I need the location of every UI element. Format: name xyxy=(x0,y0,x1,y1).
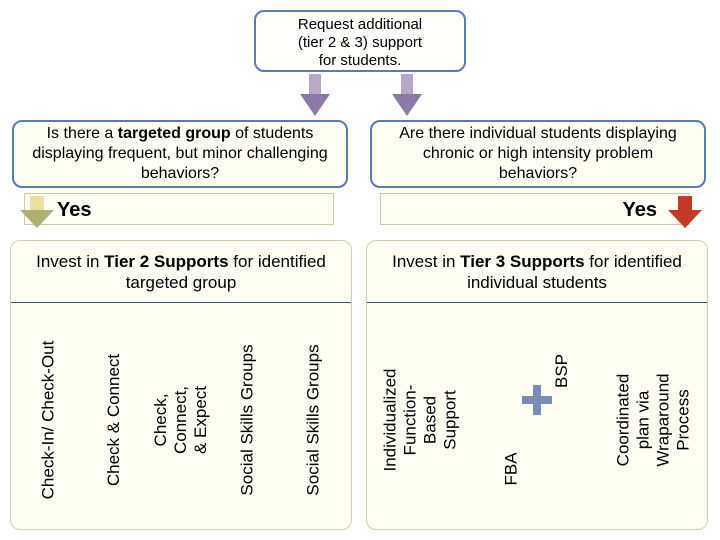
tier3-supports: Individualized Function-Based Support FB… xyxy=(367,311,707,529)
top-line2b: support xyxy=(372,34,422,51)
yes-right: Yes xyxy=(380,193,690,225)
top-line1: Request additional xyxy=(298,16,422,33)
support-label: Social Skills Groups xyxy=(237,344,257,495)
arrow-stem xyxy=(401,74,413,96)
tier3-region: Invest in Tier 3 Supports for identified… xyxy=(366,240,708,530)
tier2-region: Invest in Tier 2 Supports for identified… xyxy=(10,240,352,530)
tier2-support-col: Check & Connect xyxy=(85,315,145,525)
arrow-head xyxy=(300,94,330,116)
arrow-to-right-question xyxy=(392,74,422,114)
arrow-head xyxy=(668,210,702,228)
arrow-to-left-question xyxy=(300,74,330,114)
arrow-stem xyxy=(309,74,321,96)
bsp-box: BSP xyxy=(540,321,584,421)
support-label: Coordinated plan via Wraparound Process xyxy=(614,373,694,466)
top-line2a: (tier 2 & 3) xyxy=(298,34,372,51)
tier2-support-col: Social Skills Groups xyxy=(217,315,277,525)
arrow-head xyxy=(392,94,422,116)
tier2-header: Invest in Tier 2 Supports for identified… xyxy=(11,241,351,303)
fba-box: FBA xyxy=(490,419,534,519)
individual-students-question: Are there individual students displaying… xyxy=(370,120,706,188)
tier2-support-col: Social Skills Groups xyxy=(284,315,344,525)
support-label: Check, Connect, & Expect xyxy=(151,386,211,454)
arrow-yes-right xyxy=(668,196,702,228)
targeted-group-question: Is there a targeted group of students di… xyxy=(12,120,348,188)
support-label: BSP xyxy=(552,354,572,388)
support-label: FBA xyxy=(502,452,522,485)
tier3-col-ifbs: Individualized Function-Based Support xyxy=(384,315,456,525)
tier3-fba-bsp: FBA BSP xyxy=(482,315,592,525)
support-label: Check-In/ Check-Out xyxy=(38,341,58,500)
tier3-col-wraparound: Coordinated plan via Wraparound Process xyxy=(618,315,690,525)
yes-left: Yes xyxy=(24,193,334,225)
tier2-support-col: Check, Connect, & Expect xyxy=(151,315,211,525)
question-text: Is there a targeted group of students di… xyxy=(24,124,336,184)
support-label: Check & Connect xyxy=(105,354,125,486)
arrow-head xyxy=(20,210,54,228)
tier2-supports: Check-In/ Check-Out Check & Connect Check,… xyxy=(11,311,351,529)
support-label: Social Skills Groups xyxy=(304,344,324,495)
tier3-header: Invest in Tier 3 Supports for identified… xyxy=(367,241,707,303)
tier2-support-col: Check-In/ Check-Out xyxy=(18,315,78,525)
arrow-yes-left xyxy=(20,196,54,228)
top-line3: for students. xyxy=(262,52,458,70)
support-label: Individualized Function-Based Support xyxy=(380,368,460,471)
question-text: Are there individual students displaying… xyxy=(382,124,694,184)
request-support-box: Request additional (tier 2 & 3) support … xyxy=(254,10,466,72)
